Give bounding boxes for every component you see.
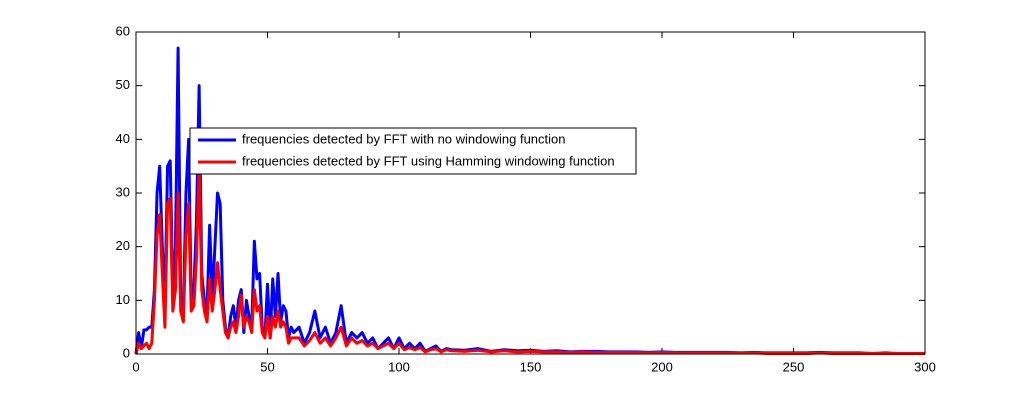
y-tick-label: 10 <box>116 292 130 307</box>
x-tick-label: 300 <box>914 359 936 374</box>
y-tick-label: 50 <box>116 77 130 92</box>
legend-label: frequencies detected by FFT using Hammin… <box>242 153 615 168</box>
x-tick-label: 100 <box>388 359 410 374</box>
data-line <box>134 164 925 355</box>
axes-box <box>135 31 926 355</box>
x-tick-label: 150 <box>520 359 542 374</box>
x-tick-label: 50 <box>260 359 274 374</box>
x-tick-label: 0 <box>132 359 139 374</box>
y-tick-label: 30 <box>116 184 130 199</box>
legend: frequencies detected by FFT with no wind… <box>189 127 637 175</box>
y-tick-label: 20 <box>116 238 130 253</box>
legend-label: frequencies detected by FFT with no wind… <box>242 131 566 146</box>
y-tick-label: 40 <box>116 131 130 146</box>
y-tick-label: 0 <box>123 345 130 360</box>
legend-box <box>189 127 637 175</box>
x-tick-label: 250 <box>783 359 805 374</box>
x-tick-label: 200 <box>651 359 673 374</box>
y-tick-label: 60 <box>116 23 130 38</box>
